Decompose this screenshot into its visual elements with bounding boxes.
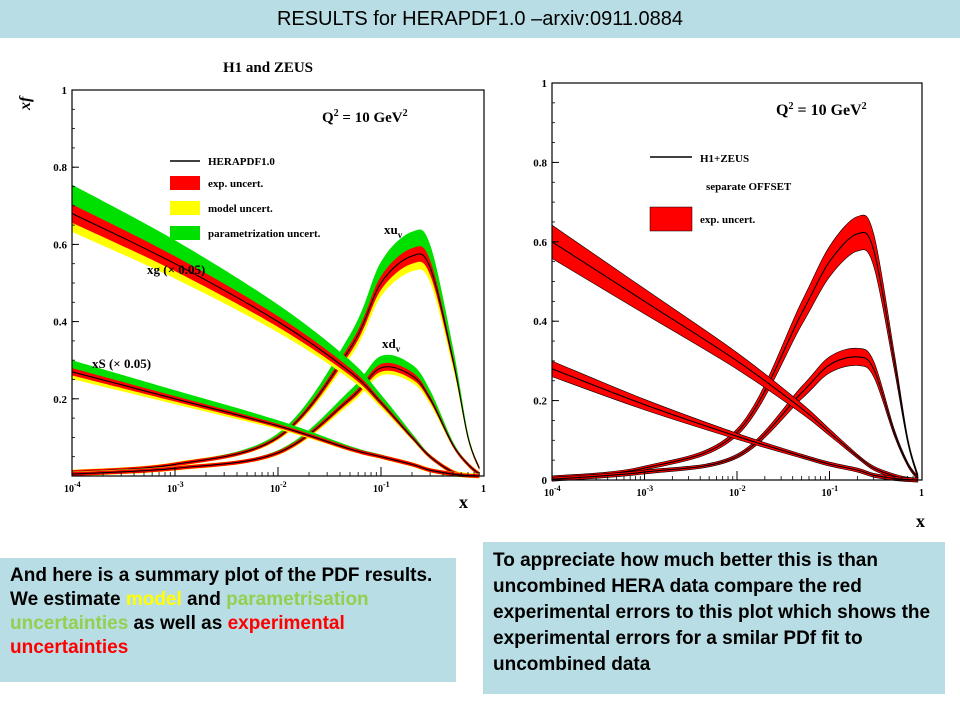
x-tick-label: 10-3: [167, 480, 184, 495]
summary-text-1: And here is a summary plot of the PDF re…: [10, 565, 433, 610]
y-tick-label: 0.8: [533, 157, 547, 169]
x-tick-label: 10-4: [64, 480, 81, 495]
y-tick-label: 0.2: [533, 396, 547, 408]
legend-exp-swatch: [649, 206, 693, 232]
plot-area: 0.2 0.4 0.6 0.8 1 10-4 10-3 10-2 10-1 1: [53, 85, 486, 495]
legend-offset: separate OFFSET: [706, 181, 792, 193]
title-bar: RESULTS for HERAPDF1.0 –arxiv:0911.0884: [0, 0, 960, 38]
y-tick-label: 0.6: [533, 237, 547, 249]
comparison-text: To appreciate how much better this is th…: [493, 550, 931, 675]
combined-pdf-svg: H1 and ZEUS xf x Q2 = 10 GeV2 0.20.40.60…: [17, 60, 486, 512]
series-line: [551, 368, 918, 481]
exp-band: [72, 204, 480, 478]
legend-param: parametrization uncert.: [208, 228, 321, 240]
slide-title: RESULTS for HERAPDF1.0 –arxiv:0911.0884: [276, 8, 684, 30]
label-xg: xg (× 0.05): [147, 262, 205, 277]
exp-band: [551, 214, 919, 481]
summary-text-box: And here is a summary plot of the PDF re…: [0, 558, 456, 682]
summary-text-exp: experimental uncertainties: [10, 613, 345, 658]
exp-band: [551, 360, 919, 483]
legend: HERAPDF1.0 exp. uncert. model uncert. pa…: [170, 156, 321, 240]
summary-text-3: as well as: [128, 613, 228, 634]
legend-central: HERAPDF1.0: [208, 156, 275, 168]
y-tick-label: 0.8: [53, 162, 67, 174]
legend-exp-swatch: [170, 176, 200, 190]
summary-text-param: parametrisation uncertainties: [10, 589, 369, 634]
legend-model: model uncert.: [208, 203, 273, 215]
summary-text-2: and: [181, 589, 227, 610]
x-tick-label: 10-1: [373, 480, 390, 495]
x-axis-title: x: [459, 492, 468, 512]
label-xs: xS (× 0.05): [92, 356, 151, 371]
y-tick-label: 1: [542, 78, 548, 90]
y-tick-label: 1: [62, 85, 68, 97]
x-axis-title: x: [916, 511, 925, 531]
x-tick-label: 10-2: [270, 480, 287, 495]
label-xuv: xuv: [384, 222, 403, 240]
y-tick-label: 0: [542, 475, 548, 487]
comparison-text-box: To appreciate how much better this is th…: [483, 542, 945, 694]
param-band: [72, 354, 480, 475]
combined-pdf-plot: H1 and ZEUS xf x Q2 = 10 GeV2 0.2 0.4 0.6 0…: [12, 50, 492, 520]
series-line: [551, 231, 919, 479]
legend-model-swatch: [170, 201, 200, 215]
label-xdv: xdv: [382, 336, 401, 354]
series-line: [551, 356, 919, 480]
series-line: [71, 366, 480, 475]
series-line: [71, 253, 480, 473]
model-band: [72, 238, 480, 475]
q2-annotation: Q2 = 10 GeV2: [322, 108, 408, 126]
y-tick-label: 0.4: [53, 317, 67, 329]
x-tick-label: 10-1: [822, 484, 839, 499]
y-tick-label: 0.6: [53, 239, 67, 251]
uncombined-pdf-plot: x Q2 = 10 GeV2 0 0.2 0.4 0.6 0.8 1 10-4 10-3 10-…: [520, 65, 960, 535]
legend: H1+ZEUS separate OFFSET exp. uncert.: [649, 153, 792, 232]
uncombined-pdf-svg: x Q2 = 10 GeV2 0 0.2 0.4 0.6 0.8 1 10-4 10-3 10-…: [533, 78, 925, 531]
q2-annotation: Q2 = 10 GeV2: [776, 101, 867, 119]
y-axis-title: xf: [17, 95, 34, 111]
summary-text-model: model: [125, 589, 182, 610]
x-tick-label: 10-4: [544, 484, 561, 499]
x-tick-label: 1: [919, 488, 924, 499]
legend-central: H1+ZEUS: [700, 153, 749, 165]
series-line: [71, 371, 480, 477]
plot-area: 0 0.2 0.4 0.6 0.8 1 10-4 10-3 10-2 10-1 1: [533, 78, 924, 499]
x-tick-label: 10-2: [729, 484, 746, 499]
x-tick-label: 10-3: [637, 484, 654, 499]
legend-param-swatch: [170, 226, 200, 240]
summary-text: And here is a summary plot of the PDF re…: [10, 564, 450, 660]
y-tick-label: 0.4: [533, 316, 547, 328]
legend-exp: exp. uncert.: [700, 214, 756, 226]
plot-header: H1 and ZEUS: [223, 60, 313, 76]
x-tick-label: 1: [481, 484, 486, 495]
plot-frame: [71, 89, 485, 477]
legend-exp: exp. uncert.: [208, 178, 264, 190]
y-tick-label: 0.2: [53, 394, 67, 406]
